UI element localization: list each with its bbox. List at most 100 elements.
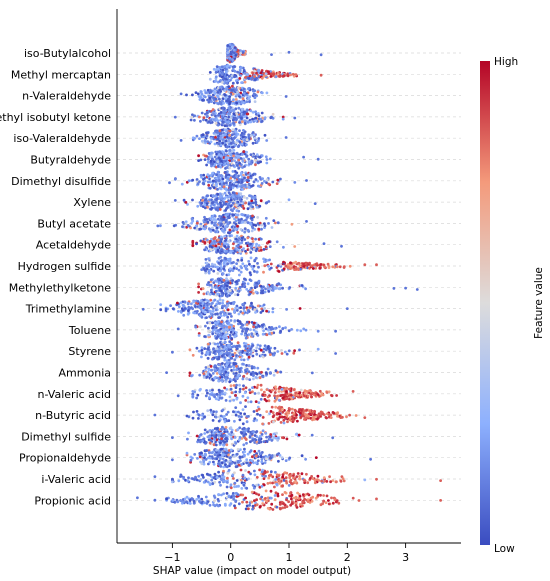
shap-point <box>270 331 274 335</box>
shap-point <box>239 228 243 231</box>
shap-point <box>213 214 217 218</box>
shap-point <box>208 292 212 296</box>
shap-point <box>260 460 264 464</box>
shap-point <box>228 228 232 232</box>
shap-point <box>291 72 295 76</box>
shap-point <box>354 414 358 417</box>
shap-point <box>238 241 242 245</box>
shap-point <box>251 240 255 243</box>
shap-point <box>257 227 261 231</box>
shap-point <box>267 290 271 293</box>
shap-point <box>196 92 200 96</box>
shap-point <box>268 287 271 291</box>
shap-point <box>241 175 244 179</box>
shap-point <box>287 329 291 333</box>
shap-point <box>207 330 210 333</box>
shap-point <box>327 266 331 269</box>
shap-point <box>262 390 266 394</box>
shap-point <box>248 74 252 78</box>
shap-point <box>224 306 228 309</box>
shap-point <box>336 414 339 418</box>
shap-point <box>215 302 219 306</box>
shap-point <box>276 221 280 225</box>
shap-point <box>310 433 314 437</box>
shap-point <box>220 437 224 441</box>
shap-point <box>191 395 195 398</box>
shap-point <box>292 351 296 355</box>
shap-point <box>235 112 239 115</box>
shap-point <box>253 172 257 176</box>
shap-point <box>195 396 199 400</box>
shap-point <box>241 394 245 398</box>
shap-point <box>194 91 198 94</box>
shap-point <box>241 262 245 266</box>
shap-point <box>213 87 217 91</box>
shap-point <box>242 384 245 388</box>
shap-point <box>246 207 250 211</box>
shap-point <box>214 97 218 101</box>
shap-point <box>279 394 283 397</box>
shap-point <box>375 263 378 267</box>
shap-point <box>250 459 254 463</box>
shap-point <box>261 422 264 426</box>
shap-point <box>251 291 255 295</box>
shap-point <box>257 279 261 283</box>
shap-point <box>243 121 247 125</box>
shap-point <box>209 151 213 155</box>
shap-point <box>243 165 246 168</box>
shap-point <box>203 206 207 210</box>
shap-point <box>191 244 195 248</box>
shap-point <box>195 242 198 246</box>
shap-point <box>288 286 292 289</box>
shap-point <box>229 330 233 334</box>
shap-point <box>244 386 248 390</box>
shap-point <box>228 129 232 133</box>
shap-point <box>198 115 201 119</box>
shap-point <box>235 101 239 105</box>
shap-point <box>197 474 201 478</box>
shap-point <box>224 333 227 337</box>
shap-point <box>250 365 254 368</box>
shap-point <box>244 218 248 222</box>
shap-point <box>267 399 271 403</box>
shap-point <box>225 419 229 423</box>
shap-point <box>184 201 188 204</box>
shap-point <box>227 188 231 192</box>
shap-point <box>295 328 299 332</box>
shap-point <box>218 186 222 190</box>
shap-point <box>229 109 233 112</box>
shap-point <box>231 246 235 250</box>
shap-point <box>221 304 224 308</box>
shap-point <box>242 195 246 199</box>
shap-point <box>203 248 207 252</box>
shap-point <box>253 69 256 73</box>
shap-point <box>198 373 202 377</box>
shap-point <box>270 285 274 289</box>
shap-point <box>309 392 313 396</box>
shap-point <box>215 347 219 350</box>
shap-point <box>247 133 251 137</box>
shap-point <box>254 376 258 379</box>
shap-point <box>253 100 257 103</box>
shap-point <box>274 387 278 391</box>
shap-point <box>236 70 240 74</box>
shap-point <box>243 412 247 416</box>
shap-point <box>213 239 216 243</box>
shap-point <box>217 316 221 319</box>
shap-point <box>172 224 176 228</box>
shap-point <box>229 176 233 180</box>
shap-point <box>236 447 240 451</box>
shap-point <box>246 112 250 116</box>
shap-point <box>195 178 199 181</box>
shap-point <box>241 135 245 139</box>
shap-point <box>209 438 213 442</box>
shap-point <box>251 117 255 121</box>
shap-point <box>215 410 218 414</box>
shap-point <box>274 287 277 290</box>
shap-point <box>246 108 249 112</box>
shap-point <box>260 69 264 72</box>
shap-point <box>340 244 343 248</box>
shap-point <box>214 413 218 416</box>
shap-point <box>227 231 230 235</box>
shap-point <box>205 163 209 167</box>
